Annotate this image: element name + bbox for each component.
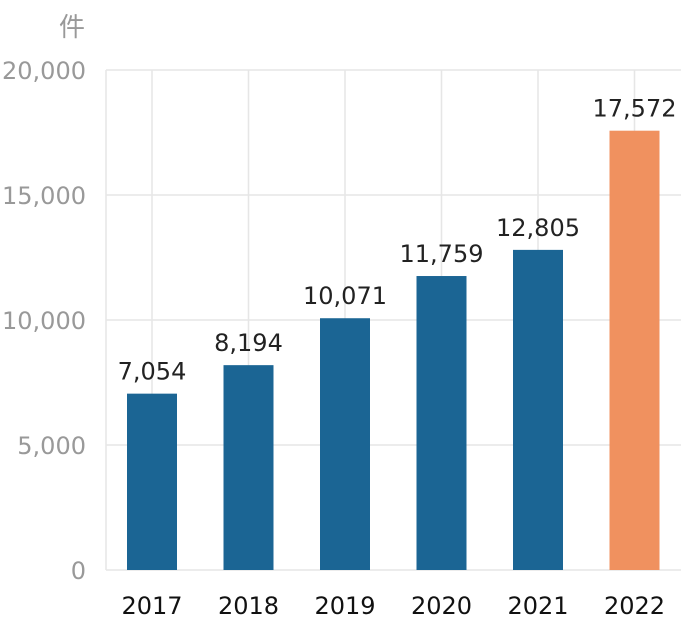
data-label-2019: 10,071	[303, 282, 387, 310]
y-tick-label: 15,000	[2, 182, 86, 210]
y-axis-unit-label: 件	[59, 13, 85, 43]
bar-2019	[320, 318, 370, 570]
bar-2017	[127, 393, 177, 570]
y-tick-label: 20,000	[2, 57, 86, 85]
bar-2022	[609, 130, 660, 570]
x-tick-label-2017: 2017	[121, 592, 182, 620]
x-tick-label-2018: 2018	[218, 592, 279, 620]
data-label-2022: 17,572	[593, 95, 677, 123]
bar-2021	[513, 249, 563, 570]
bar-2018	[223, 365, 274, 570]
x-axis: 2017 2018 2019 2020 2021 2022	[121, 592, 665, 620]
x-tick-label-2019: 2019	[314, 592, 375, 620]
data-label-2021: 12,805	[496, 214, 580, 242]
bars	[127, 130, 660, 570]
y-tick-label: 5,000	[17, 432, 86, 460]
y-tick-label: 0	[71, 557, 86, 585]
x-tick-label-2021: 2021	[507, 592, 568, 620]
x-tick-label-2022: 2022	[604, 592, 665, 620]
bar-2020	[416, 276, 467, 570]
x-tick-label-2020: 2020	[411, 592, 472, 620]
data-label-2018: 8,194	[214, 329, 283, 357]
grid-lines	[105, 69, 681, 571]
y-tick-label: 10,000	[2, 307, 86, 335]
data-label-2017: 7,054	[118, 358, 187, 386]
data-label-2020: 11,759	[400, 240, 484, 268]
y-axis: 0 5,000 10,000 15,000 20,000	[2, 57, 86, 585]
data-labels: 7,054 8,194 10,071 11,759 12,805 17,572	[118, 95, 677, 386]
